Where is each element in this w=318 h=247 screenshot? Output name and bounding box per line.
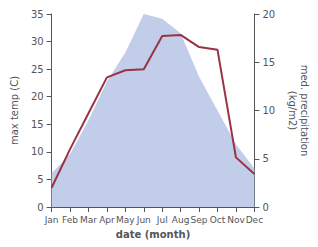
svg-text:(kg/m2): (kg/m2) — [287, 91, 298, 131]
svg-text:20: 20 — [31, 91, 44, 102]
svg-text:25: 25 — [31, 64, 44, 75]
svg-text:5: 5 — [262, 153, 268, 164]
svg-text:date (month): date (month) — [116, 229, 190, 240]
svg-text:Dec: Dec — [246, 215, 263, 225]
svg-text:15: 15 — [262, 57, 275, 68]
svg-text:Nov: Nov — [227, 215, 245, 225]
svg-text:Apr: Apr — [99, 215, 115, 225]
svg-text:Oct: Oct — [210, 215, 226, 225]
svg-text:Mar: Mar — [80, 215, 97, 225]
svg-text:May: May — [116, 215, 135, 225]
svg-text:max temp (C): max temp (C) — [9, 76, 20, 145]
svg-text:0: 0 — [262, 202, 268, 213]
svg-text:med. precipitation: med. precipitation — [299, 65, 310, 157]
svg-text:0: 0 — [37, 202, 43, 213]
svg-text:30: 30 — [31, 36, 44, 47]
svg-text:35: 35 — [31, 9, 44, 20]
svg-text:Feb: Feb — [62, 215, 78, 225]
svg-text:Jun: Jun — [136, 215, 151, 225]
svg-text:Jan: Jan — [44, 215, 59, 225]
svg-text:15: 15 — [31, 119, 44, 130]
svg-text:Sep: Sep — [191, 215, 208, 225]
svg-text:10: 10 — [31, 146, 44, 157]
svg-text:5: 5 — [37, 174, 43, 185]
svg-text:10: 10 — [262, 105, 275, 116]
svg-text:Aug: Aug — [172, 215, 190, 225]
svg-text:Jul: Jul — [156, 215, 168, 225]
svg-text:20: 20 — [262, 9, 275, 20]
